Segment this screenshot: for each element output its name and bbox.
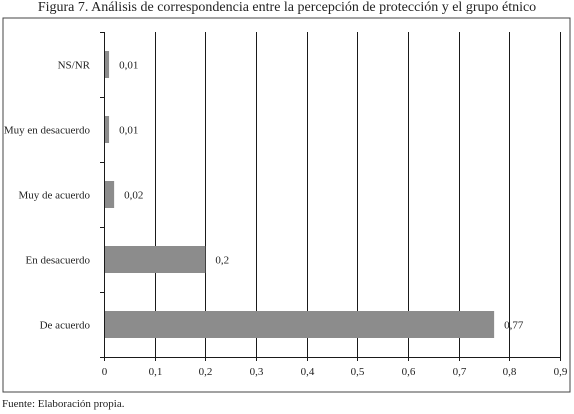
- labels: 0 0,1 0,2 0,3 0,4 0,5 0,6 0,7 0,8 0,9 NS/NR 0,01 Muy…: [4, 60, 568, 379]
- x-tick-label: 0,9: [554, 366, 568, 378]
- x-tick-label: 0: [102, 366, 108, 378]
- x-tick-label: 0,4: [301, 366, 315, 378]
- category-label: Muy de acuerdo: [19, 190, 91, 202]
- x-tick-label: 0,8: [503, 366, 517, 378]
- figure-title: Figura 7. Análisis de correspondencia en…: [37, 0, 537, 15]
- grid-lines: [155, 32, 561, 357]
- bars: [105, 51, 495, 338]
- chart-frame: [2, 17, 571, 393]
- data-label: 0,01: [119, 125, 138, 137]
- data-label: 0,02: [124, 190, 143, 202]
- x-tick-label: 0,7: [453, 366, 467, 378]
- x-tick-label: 0,1: [149, 366, 163, 378]
- bar: [105, 246, 206, 273]
- data-label: 0,77: [504, 320, 524, 332]
- category-label: En desacuerdo: [26, 255, 91, 267]
- x-tick-label: 0,5: [351, 366, 365, 378]
- x-tick-label: 0,6: [402, 366, 416, 378]
- category-label: Muy en desacuerdo: [4, 125, 91, 137]
- x-tick-label: 0,3: [250, 366, 264, 378]
- bar: [105, 51, 110, 78]
- source-note: Fuente: Elaboración propia.: [2, 398, 125, 410]
- x-tick-label: 0,2: [199, 366, 213, 378]
- bar: [105, 311, 495, 338]
- category-label: De acuerdo: [40, 320, 91, 332]
- data-label: 0,01: [119, 60, 138, 72]
- bar: [105, 116, 110, 143]
- data-label: 0,2: [215, 255, 229, 267]
- axes: [100, 32, 561, 361]
- category-label: NS/NR: [58, 60, 91, 72]
- bar: [105, 181, 115, 208]
